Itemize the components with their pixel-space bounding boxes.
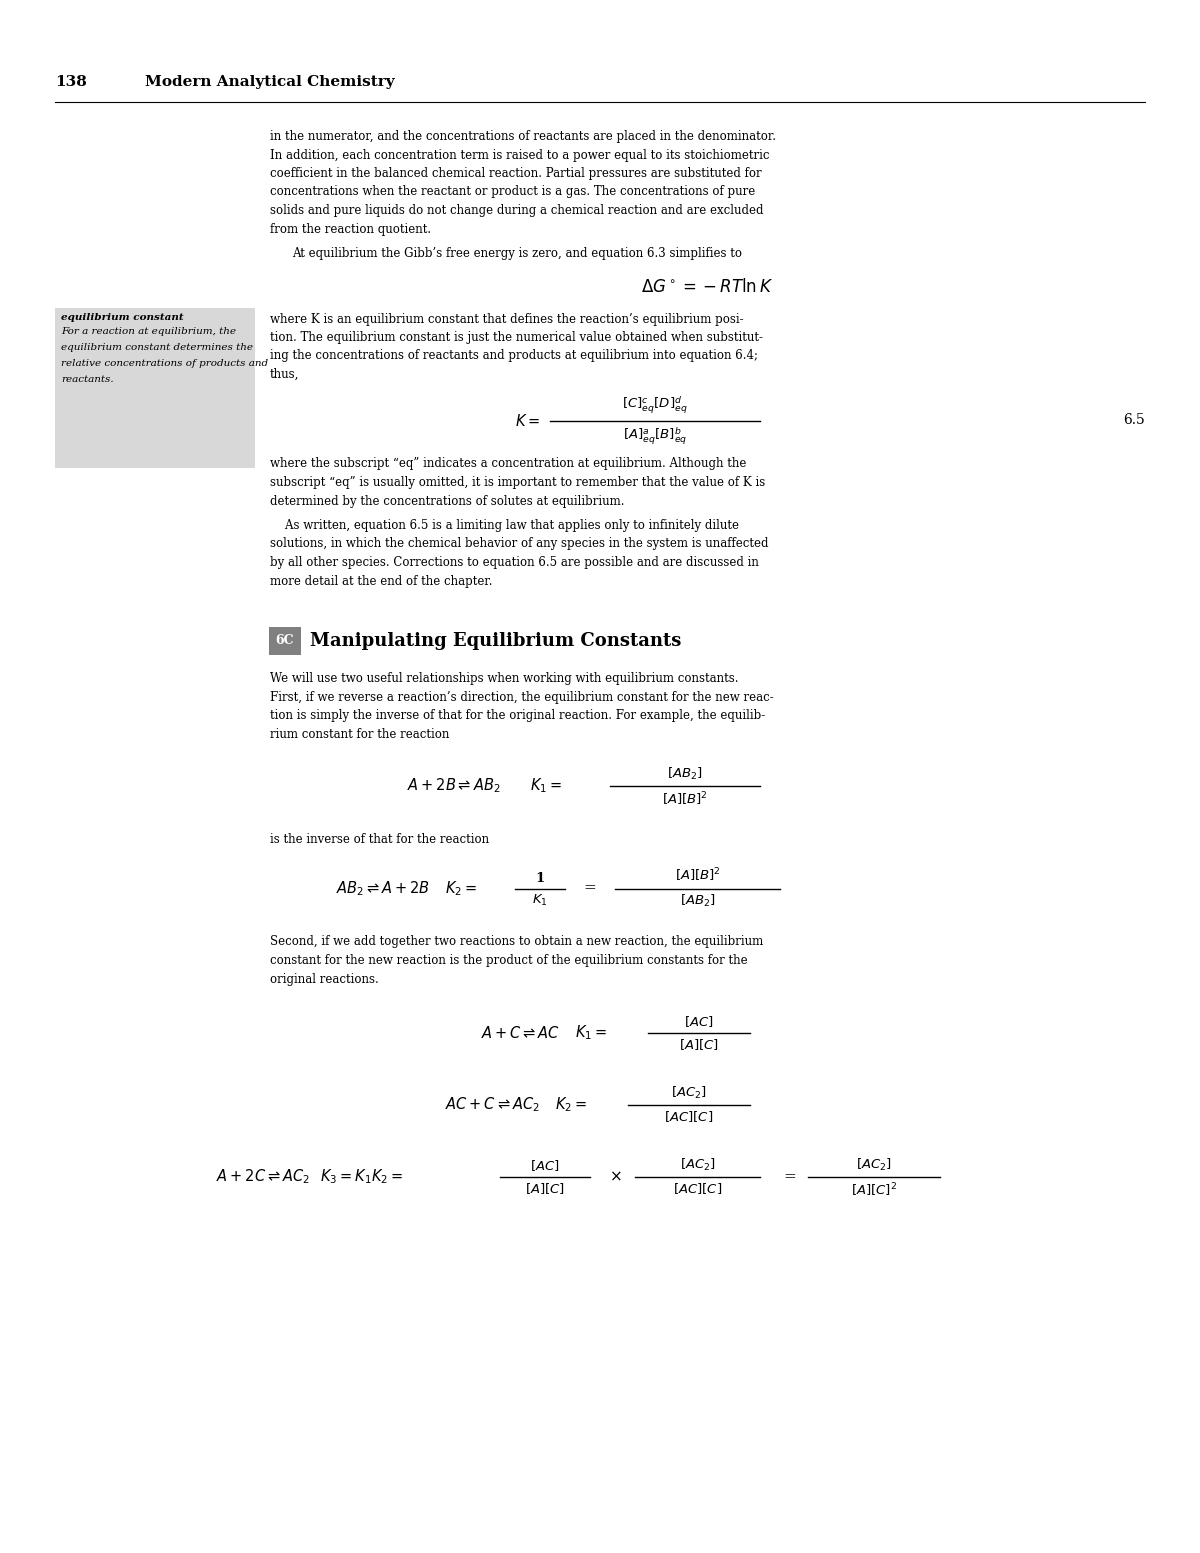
Text: $[A]^a_{eq}[B]^b_{eq}$: $[A]^a_{eq}[B]^b_{eq}$ bbox=[623, 426, 688, 447]
Text: $AB_2 \rightleftharpoons A + 2B$: $AB_2 \rightleftharpoons A + 2B$ bbox=[336, 879, 430, 898]
Text: constant for the new reaction is the product of the equilibrium constants for th: constant for the new reaction is the pro… bbox=[270, 954, 748, 968]
Text: 138: 138 bbox=[55, 75, 86, 89]
FancyBboxPatch shape bbox=[55, 307, 256, 467]
Text: thus,: thus, bbox=[270, 368, 299, 380]
Text: $[AC_2]$: $[AC_2]$ bbox=[671, 1086, 707, 1101]
Text: $\Delta G^\circ = -RT\ln K$: $\Delta G^\circ = -RT\ln K$ bbox=[642, 278, 774, 295]
Text: $K_2 = $: $K_2 = $ bbox=[445, 879, 478, 898]
Text: from the reaction quotient.: from the reaction quotient. bbox=[270, 222, 431, 236]
Text: $K_1 = $: $K_1 = $ bbox=[575, 1023, 607, 1042]
Text: $[A][B]^2$: $[A][B]^2$ bbox=[674, 867, 720, 885]
Text: where K is an equilibrium constant that defines the reaction’s equilibrium posi-: where K is an equilibrium constant that … bbox=[270, 312, 744, 326]
Text: $[AC_2]$: $[AC_2]$ bbox=[679, 1157, 715, 1173]
Text: First, if we reverse a reaction’s direction, the equilibrium constant for the ne: First, if we reverse a reaction’s direct… bbox=[270, 691, 774, 704]
Text: As written, equation 6.5 is a limiting law that applies only to infinitely dilut: As written, equation 6.5 is a limiting l… bbox=[270, 519, 739, 533]
Text: $[A][B]^2$: $[A][B]^2$ bbox=[662, 790, 708, 808]
Text: relative concentrations of products and: relative concentrations of products and bbox=[61, 359, 268, 368]
Text: Manipulating Equilibrium Constants: Manipulating Equilibrium Constants bbox=[310, 632, 682, 651]
Text: where the subscript “eq” indicates a concentration at equilibrium. Although the: where the subscript “eq” indicates a con… bbox=[270, 458, 746, 471]
Text: We will use two useful relationships when working with equilibrium constants.: We will use two useful relationships whe… bbox=[270, 672, 738, 685]
Text: 1: 1 bbox=[535, 871, 545, 885]
Text: subscript “eq” is usually omitted, it is important to remember that the value of: subscript “eq” is usually omitted, it is… bbox=[270, 477, 766, 489]
Text: $[A][C]$: $[A][C]$ bbox=[679, 1037, 719, 1051]
Text: solutions, in which the chemical behavior of any species in the system is unaffe: solutions, in which the chemical behavio… bbox=[270, 537, 768, 550]
Text: $[A][C]^2$: $[A][C]^2$ bbox=[851, 1180, 898, 1199]
Text: in the numerator, and the concentrations of reactants are placed in the denomina: in the numerator, and the concentrations… bbox=[270, 130, 776, 143]
Text: $K_1$: $K_1$ bbox=[532, 893, 548, 907]
Text: equilibrium constant: equilibrium constant bbox=[61, 312, 184, 321]
Text: reactants.: reactants. bbox=[61, 376, 114, 385]
Text: $K_3 = K_1K_2 = $: $K_3 = K_1K_2 = $ bbox=[320, 1168, 403, 1186]
Text: $AC + C \rightleftharpoons AC_2$: $AC + C \rightleftharpoons AC_2$ bbox=[445, 1096, 540, 1115]
Text: $K = $: $K = $ bbox=[515, 413, 540, 429]
Text: $[AC]$: $[AC]$ bbox=[530, 1159, 560, 1173]
Text: $[AB_2]$: $[AB_2]$ bbox=[679, 893, 715, 909]
Text: ing the concentrations of reactants and products at equilibrium into equation 6.: ing the concentrations of reactants and … bbox=[270, 349, 758, 362]
Text: tion is simply the inverse of that for the original reaction. For example, the e: tion is simply the inverse of that for t… bbox=[270, 710, 766, 722]
Text: =: = bbox=[583, 882, 596, 896]
Text: original reactions.: original reactions. bbox=[270, 972, 379, 986]
Text: concentrations when the reactant or product is a gas. The concentrations of pure: concentrations when the reactant or prod… bbox=[270, 185, 755, 199]
Text: In addition, each concentration term is raised to a power equal to its stoichiom: In addition, each concentration term is … bbox=[270, 149, 769, 162]
Text: $\times$: $\times$ bbox=[608, 1169, 622, 1183]
Text: $A + 2C \rightleftharpoons AC_2$: $A + 2C \rightleftharpoons AC_2$ bbox=[216, 1168, 310, 1186]
Text: tion. The equilibrium constant is just the numerical value obtained when substit: tion. The equilibrium constant is just t… bbox=[270, 331, 763, 345]
Text: $[C]^c_{eq}[D]^d_{eq}$: $[C]^c_{eq}[D]^d_{eq}$ bbox=[623, 394, 688, 416]
Text: more detail at the end of the chapter.: more detail at the end of the chapter. bbox=[270, 575, 492, 587]
Text: $K_1 = $: $K_1 = $ bbox=[530, 776, 562, 795]
Text: $A + C \rightleftharpoons AC$: $A + C \rightleftharpoons AC$ bbox=[481, 1025, 560, 1041]
Text: $[AC_2]$: $[AC_2]$ bbox=[856, 1157, 892, 1173]
Text: $A + 2B \rightleftharpoons AB_2$: $A + 2B \rightleftharpoons AB_2$ bbox=[407, 776, 500, 795]
Text: by all other species. Corrections to equation 6.5 are possible and are discussed: by all other species. Corrections to equ… bbox=[270, 556, 758, 568]
Text: $K_2 = $: $K_2 = $ bbox=[554, 1096, 587, 1115]
Text: At equilibrium the Gibb’s free energy is zero, and equation 6.3 simplifies to: At equilibrium the Gibb’s free energy is… bbox=[292, 247, 742, 259]
Text: $[AC][C]$: $[AC][C]$ bbox=[673, 1180, 722, 1196]
Text: solids and pure liquids do not change during a chemical reaction and are exclude: solids and pure liquids do not change du… bbox=[270, 203, 763, 217]
Text: equilibrium constant determines the: equilibrium constant determines the bbox=[61, 343, 253, 353]
FancyBboxPatch shape bbox=[269, 627, 301, 655]
Text: rium constant for the reaction: rium constant for the reaction bbox=[270, 727, 449, 741]
Text: $[A][C]$: $[A][C]$ bbox=[526, 1180, 565, 1196]
Text: $[AB_2]$: $[AB_2]$ bbox=[667, 766, 703, 783]
Text: 6.5: 6.5 bbox=[1123, 413, 1145, 427]
Text: $[AC]$: $[AC]$ bbox=[684, 1014, 714, 1030]
Text: is the inverse of that for the reaction: is the inverse of that for the reaction bbox=[270, 832, 490, 846]
Text: =: = bbox=[784, 1169, 797, 1183]
Text: Modern Analytical Chemistry: Modern Analytical Chemistry bbox=[145, 75, 395, 89]
Text: $[AC][C]$: $[AC][C]$ bbox=[665, 1109, 714, 1124]
Text: For a reaction at equilibrium, the: For a reaction at equilibrium, the bbox=[61, 328, 236, 337]
Text: Second, if we add together two reactions to obtain a new reaction, the equilibri: Second, if we add together two reactions… bbox=[270, 935, 763, 949]
Text: determined by the concentrations of solutes at equilibrium.: determined by the concentrations of solu… bbox=[270, 494, 624, 508]
Text: coefficient in the balanced chemical reaction. Partial pressures are substituted: coefficient in the balanced chemical rea… bbox=[270, 168, 762, 180]
Text: 6C: 6C bbox=[276, 635, 294, 648]
